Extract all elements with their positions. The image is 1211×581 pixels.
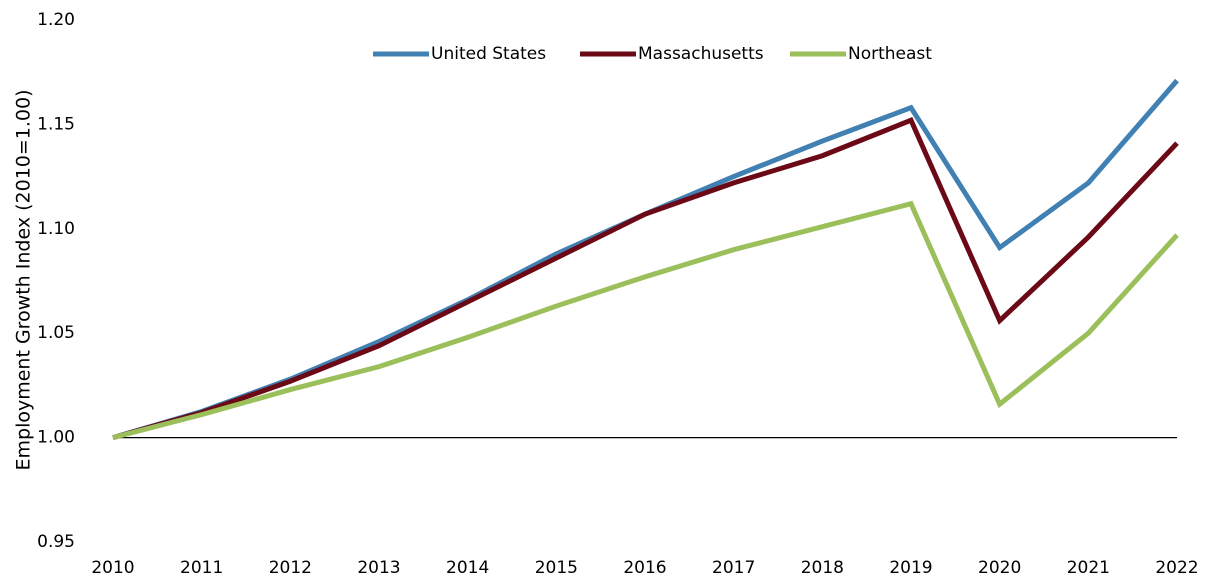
y-axis-label: Employment Growth Index (2010=1.00)	[13, 89, 35, 470]
x-tick-label: 2011	[180, 558, 223, 578]
x-tick-label: 2012	[269, 558, 312, 578]
x-tick-label: 2019	[889, 558, 932, 578]
y-tick-label: 1.00	[37, 428, 75, 448]
x-tick-label: 2022	[1155, 558, 1198, 578]
x-tick-label: 2017	[712, 558, 755, 578]
x-tick-label: 2013	[357, 558, 400, 578]
x-tick-label: 2010	[91, 558, 134, 578]
series-line	[112, 78, 1179, 440]
x-tick-label: 2015	[535, 558, 578, 578]
y-tick-label: 1.10	[37, 219, 75, 239]
series-line	[112, 200, 1179, 441]
legend-label: United States	[431, 44, 546, 64]
x-tick-label: 2018	[801, 558, 844, 578]
x-tick-label: 2021	[1067, 558, 1110, 578]
y-tick-label: 1.05	[37, 323, 75, 343]
y-tick-label: 1.15	[37, 114, 75, 134]
x-tick-label: 2016	[623, 558, 666, 578]
legend-label: Massachusetts	[638, 44, 764, 64]
x-tick-label: 2020	[978, 558, 1021, 578]
y-tick-label: 0.95	[37, 532, 75, 552]
series-line	[112, 117, 1179, 441]
x-tick-label: 2014	[446, 558, 489, 578]
legend-label: Northeast	[848, 44, 932, 64]
y-tick-label: 1.20	[37, 10, 75, 30]
